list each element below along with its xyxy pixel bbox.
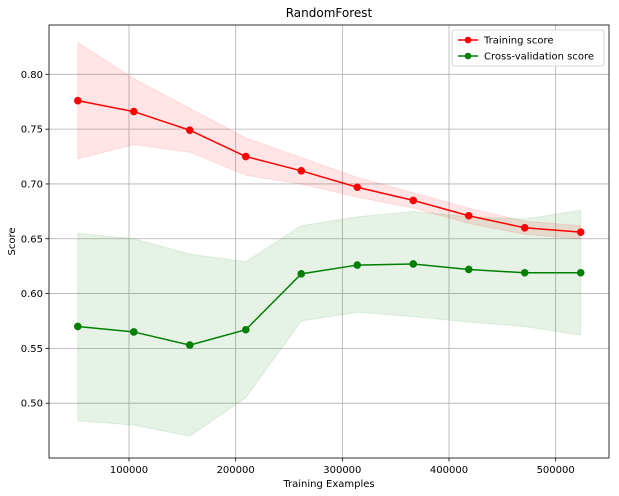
y-tick-label: 0.65 bbox=[21, 234, 43, 245]
series-points bbox=[74, 96, 585, 349]
cross-validation-score-point bbox=[74, 322, 82, 331]
cross-validation-score-point bbox=[464, 265, 473, 274]
cross-validation-legend-label: Cross-validation score bbox=[484, 52, 594, 63]
plot-frame bbox=[48, 24, 610, 459]
y-tick-label: 0.55 bbox=[21, 344, 43, 355]
training-legend-marker bbox=[464, 36, 472, 44]
cross-validation-score-point bbox=[242, 325, 250, 334]
training-legend-label: Training score bbox=[483, 36, 554, 47]
y-axis-label: Score bbox=[7, 227, 18, 255]
training-score-point bbox=[130, 107, 138, 116]
cross-validation-score-point bbox=[297, 270, 306, 278]
cross-validation-score-point bbox=[409, 260, 418, 268]
cross-validation-score-point bbox=[576, 268, 585, 277]
training-score-point bbox=[464, 211, 473, 220]
cross-validation-score-line bbox=[77, 263, 581, 346]
y-tick-label: 0.50 bbox=[21, 399, 43, 410]
confidence-bands bbox=[77, 41, 582, 437]
legend-box bbox=[451, 29, 605, 67]
training-score-point bbox=[353, 183, 362, 192]
training-score-point bbox=[520, 223, 529, 232]
cross-validation-score-point bbox=[130, 328, 138, 336]
cross-validation-score-point bbox=[186, 341, 194, 349]
y-tick-label: 0.75 bbox=[21, 125, 43, 136]
cross-validation-score-point bbox=[353, 261, 362, 269]
training-score-point bbox=[297, 166, 306, 175]
training-score-point bbox=[186, 126, 194, 135]
cross-validation-score-band bbox=[77, 209, 582, 437]
training-score-point bbox=[74, 96, 82, 105]
training-score-point bbox=[576, 228, 585, 236]
y-axis-ticks: 0.50 0.55 0.60 0.65 0.70 0.75 0.80 bbox=[21, 70, 49, 410]
x-tick-label: 300000 bbox=[323, 465, 361, 476]
training-score-band bbox=[77, 41, 582, 240]
y-tick-label: 0.70 bbox=[21, 179, 43, 190]
cross-validation-legend-marker bbox=[464, 52, 472, 60]
x-tick-label: 500000 bbox=[537, 465, 575, 476]
chart-title: RandomForest bbox=[286, 6, 373, 20]
x-tick-label: 400000 bbox=[430, 465, 468, 476]
series-lines bbox=[77, 99, 581, 346]
y-tick-label: 0.80 bbox=[21, 70, 43, 81]
x-tick-label: 200000 bbox=[217, 465, 255, 476]
training-score-line bbox=[77, 99, 581, 233]
x-axis-label: Training Examples bbox=[282, 479, 374, 490]
x-tick-label: 100000 bbox=[110, 465, 148, 476]
y-tick-label: 0.60 bbox=[21, 289, 43, 300]
grid bbox=[49, 25, 609, 458]
legend: Training score Cross-validation score bbox=[451, 29, 605, 67]
x-axis-ticks: 100000 200000 300000 400000 500000 bbox=[110, 458, 575, 476]
training-score-point bbox=[409, 196, 418, 205]
cross-validation-score-point bbox=[520, 268, 529, 277]
training-score-point bbox=[242, 152, 250, 161]
